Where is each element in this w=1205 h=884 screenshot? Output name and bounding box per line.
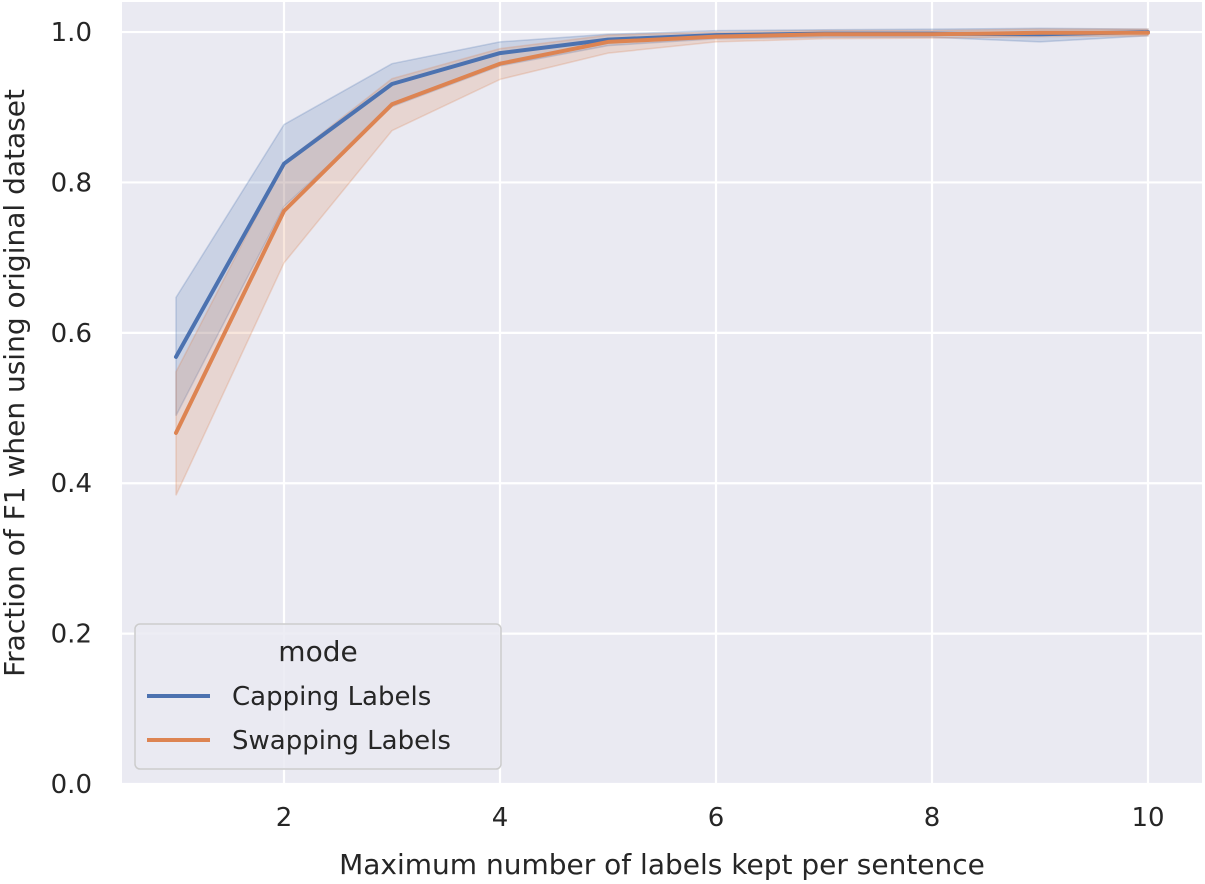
y-tick-label: 0.0 [51,770,92,800]
legend: mode Capping Labels Swapping Labels [134,623,502,770]
confidence-band-capping [175,27,1149,416]
x-tick-label: 4 [492,803,509,833]
y-axis-label: Fraction of F1 when using original datas… [0,89,31,677]
confidence-band-swapping [175,28,1149,496]
series-line-swapping [174,30,1150,435]
x-tick-label: 6 [708,803,725,833]
y-tick-label: 0.2 [51,620,92,650]
y-tick-label: 1.0 [51,18,92,48]
confidence-bands [175,27,1149,496]
legend-box [134,623,502,770]
y-tick-label: 0.4 [51,469,92,499]
series-lines [174,30,1150,435]
y-tick-label: 0.8 [51,168,92,198]
x-axis-label: Maximum number of labels kept per senten… [339,848,985,881]
legend-label-capping: Capping Labels [232,682,431,712]
x-tick-label: 2 [276,803,293,833]
x-tick-label: 8 [924,803,941,833]
tick-labels: 2 4 6 8 10 0.0 0.2 0.4 0.6 0.8 1.0 [51,18,1165,833]
y-tick-label: 0.6 [51,319,92,349]
legend-label-swapping: Swapping Labels [232,726,451,756]
legend-title: mode [278,635,357,668]
x-tick-label: 10 [1131,803,1164,833]
